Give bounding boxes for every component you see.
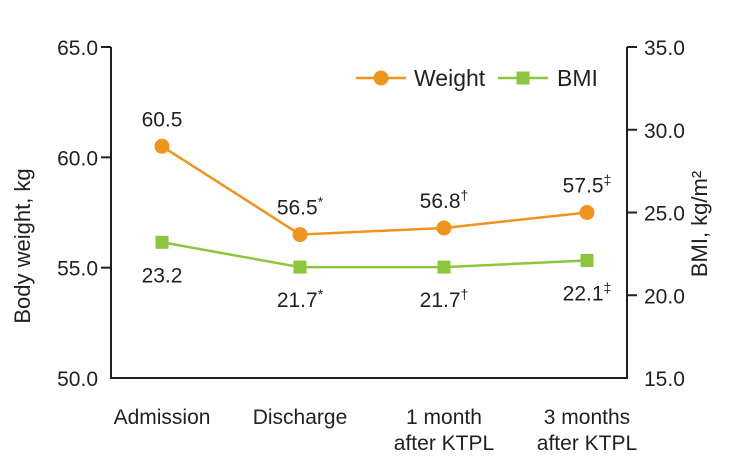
weight-data-label: 57.5‡: [563, 172, 612, 198]
legend-bmi-label: BMI: [557, 65, 598, 91]
weight-series-line: [161, 145, 588, 236]
x-axis-category-label: 1 month: [406, 406, 482, 429]
bmi-data-point-marker: [580, 253, 594, 267]
weight-data-label: 56.5*: [277, 194, 324, 220]
x-axis-category-label: after KTPL: [394, 432, 494, 455]
bmi-data-point-marker: [437, 260, 451, 274]
weight-data-point-marker: [154, 138, 170, 154]
bmi-data-label: 22.1‡: [563, 279, 612, 305]
left-axis-tick-label: 60.0: [57, 147, 98, 170]
right-axis-tick-label: 35.0: [644, 37, 685, 60]
weight-data-label: 60.5: [142, 108, 183, 131]
left-axis-tick-label: 55.0: [57, 258, 98, 281]
right-axis-tick-label: 25.0: [644, 203, 685, 226]
left-axis-tick-label: 65.0: [57, 37, 98, 60]
bmi-data-label: 21.7†: [420, 286, 469, 312]
x-axis-category-label: Admission: [114, 406, 211, 429]
left-axis-title: Body weight, kg: [10, 168, 35, 323]
x-axis-category-label: 3 months: [544, 406, 630, 429]
bmi-data-point-marker: [293, 260, 307, 274]
bmi-data-label: 21.7*: [277, 286, 324, 312]
legend-weight-marker-icon: [373, 70, 389, 86]
weight-data-point-marker: [292, 227, 308, 243]
right-axis-tick-label: 30.0: [644, 120, 685, 143]
left-axis-tick-label: 50.0: [57, 368, 98, 391]
right-axis-tick-label: 15.0: [644, 368, 685, 391]
x-axis-category-label: after KTPL: [537, 432, 637, 455]
x-axis-category-label: Discharge: [253, 406, 348, 429]
weight-data-label: 56.8†: [420, 187, 469, 213]
weight-data-point-marker: [579, 205, 595, 220]
bmi-series-line: [161, 241, 588, 269]
bmi-data-label: 23.2: [142, 264, 183, 287]
bmi-data-point-marker: [155, 235, 169, 249]
legend-bmi-marker-icon: [516, 71, 530, 85]
legend-weight-label: Weight: [414, 65, 486, 91]
weight-data-point-marker: [436, 220, 452, 236]
right-axis-title: BMI, kg/m²: [687, 171, 712, 277]
right-axis-tick-label: 20.0: [644, 285, 685, 308]
